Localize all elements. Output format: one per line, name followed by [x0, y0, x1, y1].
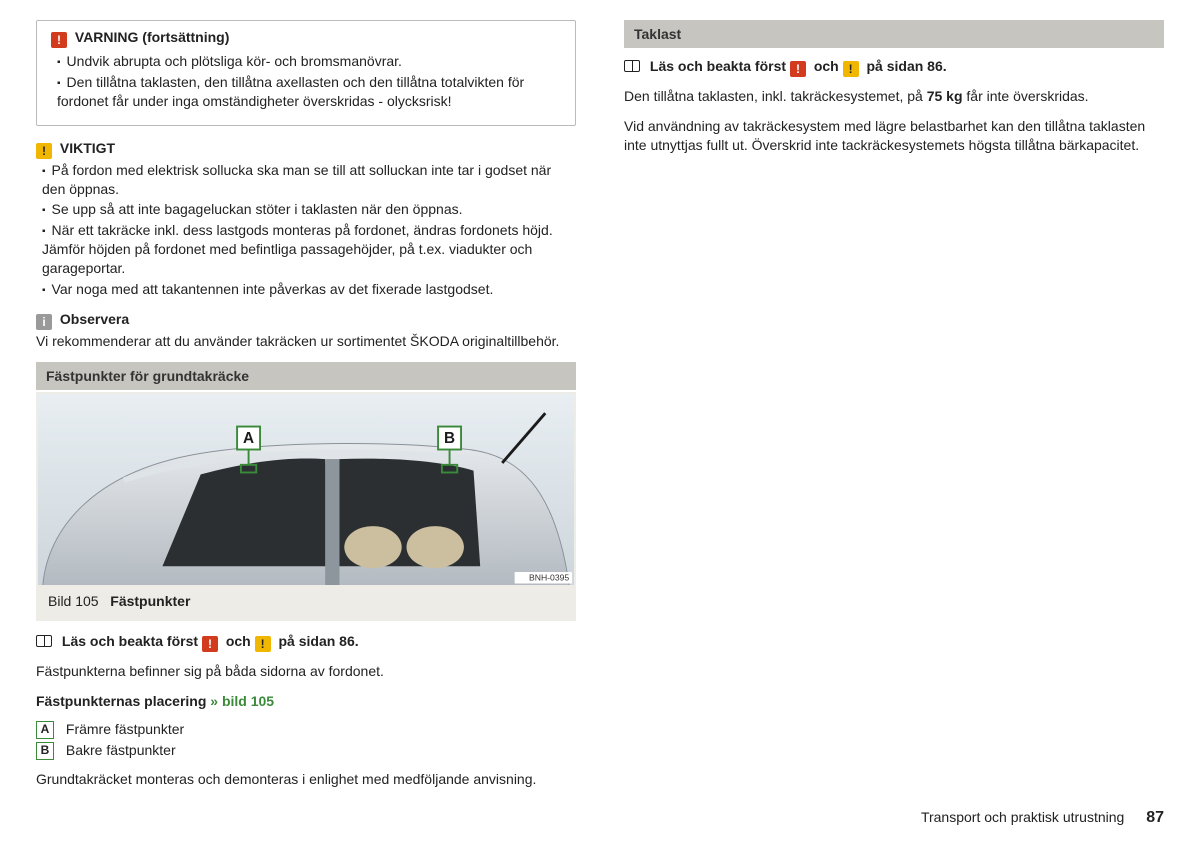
viktigt-heading: ! VIKTIGT — [36, 140, 576, 159]
figure-block: A B BNH-0395 Bild 105 Fästpunkter — [36, 392, 576, 621]
para1-b: får inte överskridas. — [963, 88, 1089, 104]
warning-title: VARNING (fortsättning) — [75, 29, 230, 45]
para1-a: Den tillåtna taklasten, inkl. takräckesy… — [624, 88, 927, 104]
important-icon: ! — [255, 636, 271, 652]
point-a-item: A Främre fästpunkter — [36, 721, 576, 739]
page-footer: Transport och praktisk utrustning 87 — [921, 809, 1164, 827]
important-icon: ! — [36, 143, 52, 159]
para1-bold: 75 kg — [927, 88, 963, 104]
viktigt-title: VIKTIGT — [60, 140, 115, 156]
page-columns: ! VARNING (fortsättning) Undvik abrupta … — [36, 20, 1164, 800]
section-title-fastpunkter: Fästpunkter för grundtakräcke — [36, 362, 576, 390]
letter-box-b: B — [36, 742, 54, 760]
warning-icon: ! — [790, 61, 806, 77]
warning-box: ! VARNING (fortsättning) Undvik abrupta … — [36, 20, 576, 126]
observera-title: Observera — [60, 311, 129, 327]
footer-chapter: Transport och praktisk utrustning — [921, 809, 1124, 825]
svg-text:A: A — [243, 429, 254, 446]
info-icon: i — [36, 314, 52, 330]
important-icon: ! — [843, 61, 859, 77]
read-first-suffix: på sidan 86. — [867, 58, 947, 74]
svg-text:B: B — [444, 429, 455, 446]
book-icon — [36, 635, 52, 647]
ab-point-list: A Främre fästpunkter B Bakre fästpunkter — [36, 721, 576, 760]
figure-caption: Bild 105 Fästpunkter — [38, 585, 574, 619]
left-column: ! VARNING (fortsättning) Undvik abrupta … — [36, 20, 576, 800]
placement-link[interactable]: » bild 105 — [210, 693, 274, 709]
bottom-text: Grundtakräcket monteras och demonteras i… — [36, 770, 576, 790]
warning-item: Undvik abrupta och plötsliga kör- och br… — [57, 52, 561, 71]
read-first-left: Läs och beakta först ! och ! på sidan 86… — [36, 633, 576, 652]
read-first-prefix: Läs och beakta först — [62, 633, 198, 649]
image-ref-text: BNH-0395 — [529, 572, 569, 582]
book-icon — [624, 60, 640, 72]
warning-list: Undvik abrupta och plötsliga kör- och br… — [51, 52, 561, 111]
point-b-item: B Bakre fästpunkter — [36, 742, 576, 760]
taklast-para1: Den tillåtna taklasten, inkl. takräckesy… — [624, 87, 1164, 107]
warning-icon: ! — [51, 32, 67, 48]
read-first-prefix: Läs och beakta först — [650, 58, 786, 74]
figure-caption-text: Fästpunkter — [110, 593, 190, 609]
viktigt-list: På fordon med elektrisk sollucka ska man… — [36, 161, 576, 299]
observera-text: Vi rekommenderar att du använder takräck… — [36, 332, 576, 352]
viktigt-item: När ett takräcke inkl. dess lastgods mon… — [42, 221, 576, 278]
footer-page-number: 87 — [1146, 809, 1164, 826]
placement-line: Fästpunkternas placering » bild 105 — [36, 692, 576, 712]
read-first-mid: och — [226, 633, 251, 649]
read-first-suffix: på sidan 86. — [279, 633, 359, 649]
viktigt-item: Se upp så att inte bagageluckan stöter i… — [42, 200, 576, 219]
warning-icon: ! — [202, 636, 218, 652]
warning-heading: ! VARNING (fortsättning) — [51, 29, 561, 48]
placement-title: Fästpunkternas placering — [36, 693, 206, 709]
figure-caption-prefix: Bild 105 — [48, 593, 99, 609]
letter-box-a: A — [36, 721, 54, 739]
body-text-fastpunkter: Fästpunkterna befinner sig på båda sidor… — [36, 662, 576, 682]
point-b-text: Bakre fästpunkter — [66, 742, 176, 758]
observera-heading: i Observera — [36, 311, 576, 330]
read-first-right: Läs och beakta först ! och ! på sidan 86… — [624, 58, 1164, 77]
warning-item: Den tillåtna taklasten, den tillåtna axe… — [57, 73, 561, 111]
car-illustration: A B BNH-0395 — [38, 394, 574, 585]
read-first-mid: och — [814, 58, 839, 74]
point-a-text: Främre fästpunkter — [66, 721, 184, 737]
section-title-taklast: Taklast — [624, 20, 1164, 48]
taklast-para2: Vid användning av takräckesystem med läg… — [624, 117, 1164, 156]
viktigt-item: Var noga med att takantennen inte påverk… — [42, 280, 576, 299]
viktigt-item: På fordon med elektrisk sollucka ska man… — [42, 161, 576, 199]
right-column: Taklast Läs och beakta först ! och ! på … — [624, 20, 1164, 800]
